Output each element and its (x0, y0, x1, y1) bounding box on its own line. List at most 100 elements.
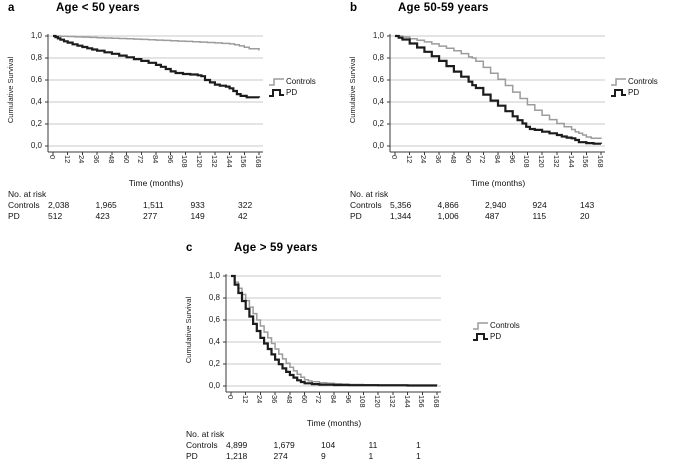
risk-count: 933 (190, 200, 205, 210)
x-tick-label: 24 (77, 155, 87, 164)
x-tick-label: 84 (151, 155, 160, 164)
risk-row-controls: Controls 2,038 1,965 1,511 933 322 (0, 200, 341, 210)
panel-title: Age < 50 years (56, 2, 140, 14)
x-tick-label: 60 (121, 155, 131, 164)
x-tick-label: 168 (432, 395, 441, 408)
x-tick-label: 108 (358, 395, 368, 408)
x-tick-label: 84 (329, 395, 338, 404)
risk-row-label: Controls (186, 440, 218, 450)
x-tick-label: 84 (493, 155, 502, 164)
x-tick-label: 12 (62, 155, 72, 164)
x-tick-label: 96 (165, 155, 175, 164)
x-tick-label: 156 (581, 155, 591, 168)
risk-row-label: PD (8, 211, 20, 221)
legend: Controls PD (610, 76, 658, 98)
x-tick-label: 132 (387, 395, 397, 408)
risk-count: 143 (580, 200, 595, 210)
survival-curve-controls (395, 35, 602, 140)
risk-count: 4,866 (437, 200, 459, 210)
y-tick-label: 0,8 (30, 53, 42, 62)
legend: Controls PD (472, 320, 520, 342)
risk-count: 1 (416, 440, 421, 450)
legend-item-pd: PD (472, 331, 520, 342)
risk-count: 4,899 (226, 440, 248, 450)
risk-count: 2,940 (485, 200, 507, 210)
y-tick-label: 0,4 (30, 97, 42, 106)
y-tick-label: 0,0 (372, 141, 384, 150)
risk-row-controls: Controls 4,899 1,679 104 11 1 (178, 440, 519, 450)
risk-count: 423 (95, 211, 110, 221)
x-axis-title: Time (months) (128, 178, 184, 188)
x-tick-label: 108 (522, 155, 532, 168)
pd-line-sample-icon (611, 88, 626, 97)
risk-row-label: Controls (8, 200, 40, 210)
risk-row-pd: PD 1,344 1,006 487 115 20 (342, 211, 682, 221)
controls-line-sample-icon (611, 77, 626, 86)
x-tick-label: 132 (209, 155, 219, 168)
plot-area (223, 274, 441, 395)
x-tick-label: 36 (270, 395, 280, 404)
x-tick-label: 156 (239, 155, 249, 168)
risk-count: 1,965 (95, 200, 117, 210)
panel-letter: b (350, 2, 358, 14)
x-axis-title: Time (months) (470, 178, 526, 188)
pd-line-sample-icon (269, 88, 284, 97)
y-tick-label: 0,6 (30, 75, 42, 84)
x-tick-label: 168 (254, 155, 263, 168)
risk-count: 277 (143, 211, 158, 221)
x-tick-label: 0 (48, 155, 57, 160)
y-tick-label: 0,4 (208, 337, 220, 346)
x-tick-label: 156 (417, 395, 427, 408)
risk-count: 115 (532, 211, 547, 221)
y-tick-label: 0,4 (372, 97, 384, 106)
x-tick-label: 48 (448, 155, 458, 164)
panel-title: Age 50-59 years (398, 2, 489, 14)
y-axis-title: Cumulative Survival (6, 56, 15, 124)
legend-label-pd: PD (628, 88, 640, 97)
x-tick-label: 60 (463, 155, 473, 164)
y-tick-label: 1,0 (30, 31, 42, 40)
survival-curve-pd (395, 34, 603, 145)
legend-item-controls: Controls (268, 76, 316, 87)
risk-count: 322 (238, 200, 253, 210)
y-tick-label: 0,6 (372, 75, 384, 84)
survival-curve-controls (231, 275, 438, 386)
risk-count: 1,344 (390, 211, 412, 221)
legend-label-controls: Controls (490, 321, 520, 330)
x-tick-label: 72 (136, 155, 146, 164)
panel-a: a Age < 50 years Cumulative Survival 1,0… (0, 0, 341, 232)
risk-row-pd: PD 512 423 277 149 42 (0, 211, 341, 221)
legend-item-controls: Controls (610, 76, 658, 87)
panel-letter: c (186, 242, 193, 254)
risk-table-header: No. at risk (8, 189, 47, 199)
risk-count: 1,511 (143, 200, 164, 210)
x-tick-label: 60 (299, 395, 309, 404)
x-tick-label: 132 (551, 155, 561, 168)
survival-curve-controls (53, 35, 260, 51)
risk-row-pd: PD 1,218 274 9 1 1 (178, 451, 519, 461)
risk-count: 1 (416, 451, 421, 461)
y-tick-label: 0,2 (372, 119, 384, 128)
legend-label-controls: Controls (286, 77, 316, 86)
risk-count: 149 (190, 211, 205, 221)
legend-item-controls: Controls (472, 320, 520, 331)
panel-b: b Age 50-59 years Cumulative Survival 1,… (342, 0, 682, 232)
controls-line-sample-icon (473, 321, 488, 330)
risk-count: 1,006 (437, 211, 459, 221)
panel-c: c Age > 59 years Cumulative Survival 1,0… (178, 240, 520, 464)
x-tick-label: 72 (478, 155, 488, 164)
risk-count: 1,218 (226, 451, 248, 461)
risk-count: 274 (273, 451, 288, 461)
legend-item-pd: PD (610, 87, 658, 98)
x-tick-label: 72 (314, 395, 324, 404)
x-tick-label: 12 (240, 395, 250, 404)
risk-row-label: PD (350, 211, 362, 221)
survival-curve-pd (231, 274, 437, 387)
risk-count: 1 (368, 451, 374, 461)
risk-count: 11 (368, 440, 378, 450)
x-tick-label: 24 (255, 395, 265, 404)
legend-item-pd: PD (268, 87, 316, 98)
x-tick-label: 144 (566, 155, 576, 168)
x-tick-label: 108 (180, 155, 190, 168)
x-tick-label: 96 (343, 395, 353, 404)
